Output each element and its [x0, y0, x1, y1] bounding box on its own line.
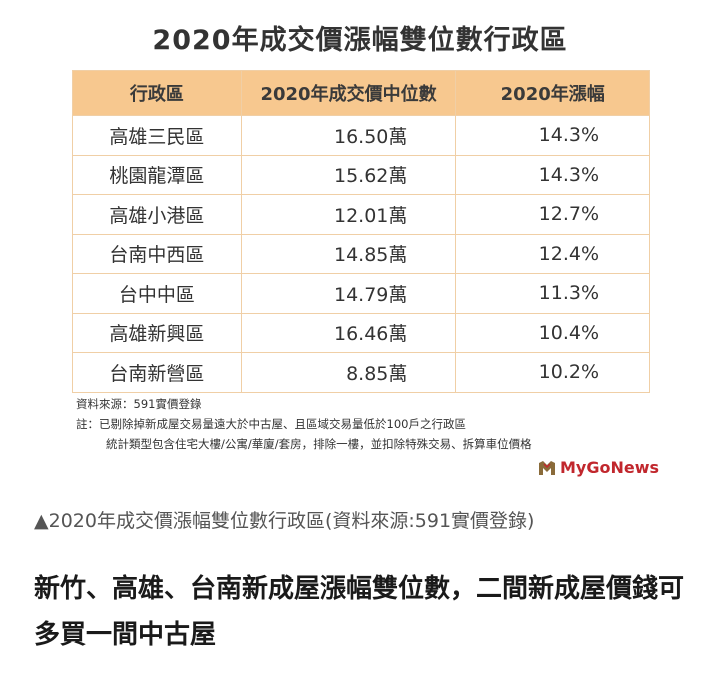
cell-increase: 11.3% — [455, 273, 650, 314]
cell-median-price: 14.85萬 — [240, 233, 457, 274]
cell-median-price: 16.50萬 — [240, 115, 457, 156]
table-row: 高雄小港區 12.01萬 12.7% — [72, 194, 650, 235]
cell-median-price: 16.46萬 — [240, 312, 457, 353]
footnotes: 資料來源：591實價登錄 註：已剔除掉新成屋交易量遠大於中古屋、且區域交易量低於… — [76, 394, 532, 454]
mygonews-logo-icon — [538, 460, 556, 476]
header-median-price: 2020年成交價中位數 — [240, 70, 457, 116]
infographic-title: 2020年成交價漲幅雙位數行政區 — [152, 25, 568, 56]
header-increase: 2020年漲幅 — [455, 70, 650, 116]
cell-district: 台南中西區 — [72, 233, 242, 274]
cell-increase: 10.4% — [455, 312, 650, 353]
table-row: 台南新營區 8.85萬 10.2% — [72, 352, 650, 393]
cell-increase: 10.2% — [455, 352, 650, 393]
cell-district: 台中中區 — [72, 273, 242, 314]
cell-median-price: 8.85萬 — [240, 352, 457, 393]
table-row: 高雄三民區 16.50萬 14.3% — [72, 115, 650, 156]
logo-text: MyGoNews — [560, 458, 660, 477]
cell-district: 高雄新興區 — [72, 312, 242, 353]
table-row: 台南中西區 14.85萬 12.4% — [72, 233, 650, 274]
cell-increase: 14.3% — [455, 154, 650, 195]
cell-median-price: 14.79萬 — [240, 273, 457, 314]
cell-median-price: 15.62萬 — [240, 154, 457, 195]
cell-district: 高雄小港區 — [72, 194, 242, 235]
cell-median-price: 12.01萬 — [240, 194, 457, 235]
source-note: 資料來源：591實價登錄 — [76, 397, 202, 411]
cell-district: 桃園龍潭區 — [72, 154, 242, 195]
table-row: 高雄新興區 16.46萬 10.4% — [72, 312, 650, 353]
note-line-1: 註：已剔除掉新成屋交易量遠大於中古屋、且區域交易量低於100戶之行政區 — [76, 417, 466, 431]
note-line-2: 統計類型包含住宅大樓/公寓/華廈/套房，排除一樓，並扣除特殊交易、拆算車位價格 — [106, 437, 532, 451]
cell-increase: 12.7% — [455, 194, 650, 235]
section-headline: 新竹、高雄、台南新成屋漲幅雙位數，二間新成屋價錢可多買一間中古屋 — [34, 574, 685, 650]
table-row: 桃園龍潭區 15.62萬 14.3% — [72, 154, 650, 195]
table-row: 台中中區 14.79萬 11.3% — [72, 273, 650, 314]
image-caption: ▲2020年成交價漲幅雙位數行政區(資料來源:591實價登錄) — [34, 510, 535, 532]
cell-district: 台南新營區 — [72, 352, 242, 393]
cell-increase: 12.4% — [455, 233, 650, 274]
price-table: 行政區 2020年成交價中位數 2020年漲幅 高雄三民區 16.50萬 14.… — [72, 70, 650, 393]
header-district: 行政區 — [72, 70, 242, 116]
cell-increase: 14.3% — [455, 115, 650, 156]
mygonews-logo: MyGoNews — [538, 458, 659, 477]
cell-district: 高雄三民區 — [72, 115, 242, 156]
table-header-row: 行政區 2020年成交價中位數 2020年漲幅 — [72, 70, 650, 116]
infographic-image: 2020年成交價漲幅雙位數行政區 行政區 2020年成交價中位數 2020年漲幅… — [36, 0, 684, 492]
